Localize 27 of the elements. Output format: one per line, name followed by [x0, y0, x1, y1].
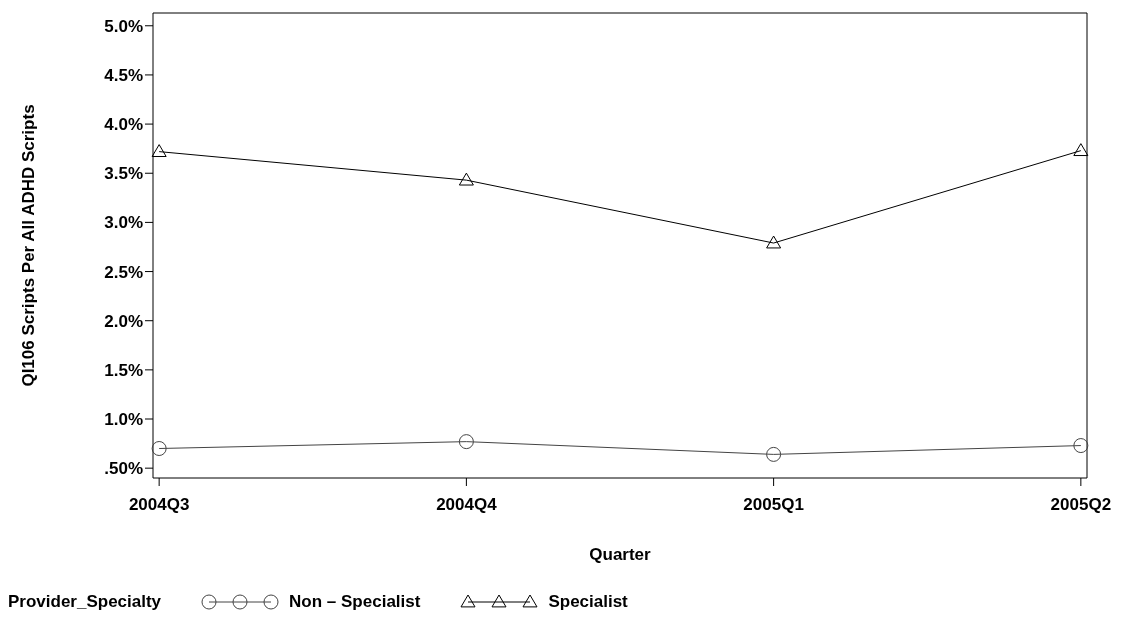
point — [458, 172, 474, 186]
x-tick-label: 2005Q2 — [1050, 495, 1112, 515]
point — [766, 446, 782, 462]
y-axis-title: QI106 Scripts Per All ADHD Scripts — [19, 104, 39, 387]
point — [1073, 143, 1089, 157]
y-tick-label: 1.5% — [104, 360, 143, 380]
y-tick-label: 2.0% — [104, 311, 143, 331]
point — [151, 441, 167, 457]
y-tick-label: 4.5% — [104, 65, 143, 85]
legend-label: Non – Specialist — [289, 592, 421, 612]
legend-label: Specialist — [548, 592, 628, 612]
x-tick-label: 2005Q1 — [743, 495, 804, 515]
point — [766, 235, 782, 249]
legend-title: Provider_Specialty — [8, 592, 162, 612]
y-tick-label: 2.5% — [104, 262, 143, 282]
point — [151, 144, 167, 158]
y-tick-label: 3.0% — [104, 213, 143, 233]
y-tick-label: 1.0% — [104, 410, 143, 430]
x-tick-label: 2004Q4 — [436, 495, 498, 515]
y-tick-label: 4.0% — [104, 115, 143, 135]
x-tick-label: 2004Q3 — [128, 495, 190, 515]
point — [1073, 438, 1089, 454]
x-axis-title: Quarter — [589, 545, 652, 565]
point — [458, 434, 474, 450]
y-tick-label: .50% — [104, 459, 143, 479]
y-tick-label: 5.0% — [104, 16, 143, 36]
y-tick-label: 3.5% — [104, 164, 143, 184]
